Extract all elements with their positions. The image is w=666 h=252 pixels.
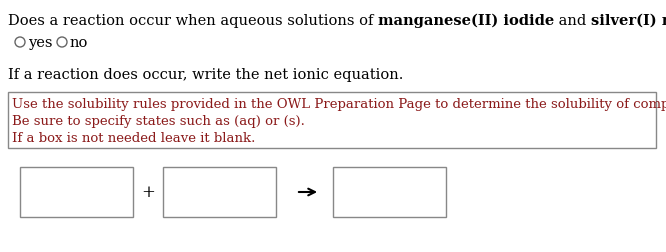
- Text: Use the solubility rules provided in the OWL Preparation Page to determine the s: Use the solubility rules provided in the…: [12, 98, 666, 111]
- Text: Does a reaction occur when aqueous solutions of: Does a reaction occur when aqueous solut…: [8, 14, 378, 28]
- Text: no: no: [70, 36, 89, 50]
- Text: If a box is not needed leave it blank.: If a box is not needed leave it blank.: [12, 132, 255, 144]
- Text: +: +: [141, 184, 155, 201]
- FancyBboxPatch shape: [163, 167, 276, 217]
- FancyBboxPatch shape: [8, 93, 656, 148]
- FancyBboxPatch shape: [20, 167, 133, 217]
- Text: silver(I) nitrate: silver(I) nitrate: [591, 14, 666, 28]
- Text: If a reaction does occur, write the net ionic equation.: If a reaction does occur, write the net …: [8, 68, 404, 82]
- Text: Be sure to specify states such as (aq) or (s).: Be sure to specify states such as (aq) o…: [12, 115, 305, 128]
- Text: manganese(II) iodide: manganese(II) iodide: [378, 14, 554, 28]
- FancyBboxPatch shape: [333, 167, 446, 217]
- Text: and: and: [554, 14, 591, 28]
- Text: yes: yes: [28, 36, 53, 50]
